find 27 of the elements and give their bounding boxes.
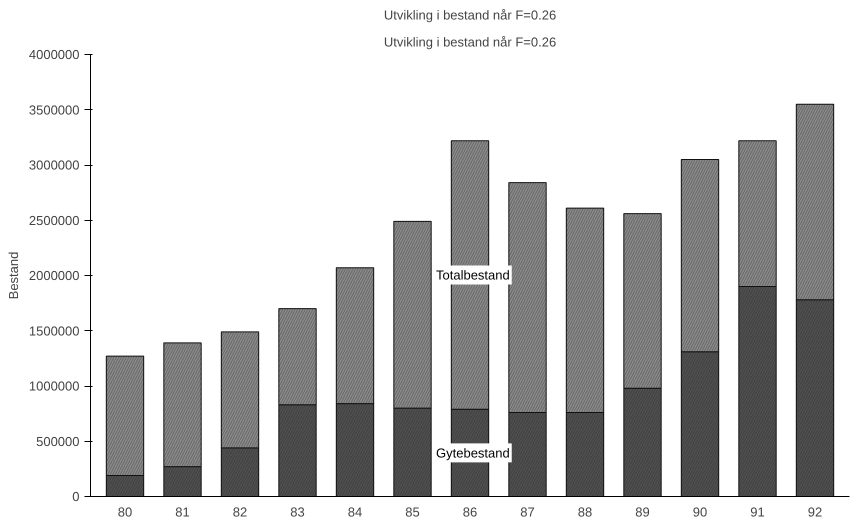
x-tick-label: 80 bbox=[118, 504, 132, 519]
y-tick-label: 3500000 bbox=[28, 102, 80, 118]
y-tick-label: 3000000 bbox=[28, 158, 80, 172]
x-tick-label: 92 bbox=[808, 504, 822, 519]
y-tick-label: 0 bbox=[72, 489, 80, 504]
x-tick-label: 87 bbox=[520, 504, 535, 519]
x-tick-label: 81 bbox=[175, 504, 190, 519]
y-tick-label: 4000000 bbox=[28, 47, 80, 62]
x-tick-label: 83 bbox=[290, 504, 305, 519]
y-tick-label: 1500000 bbox=[28, 323, 80, 338]
chart-subtitle: Utvikling i bestand når F=0.26 bbox=[384, 34, 556, 50]
y-tick-label: 1000000 bbox=[28, 378, 80, 394]
x-tick-label: 89 bbox=[635, 504, 650, 519]
chart-title: Utvikling i bestand når F=0.26 bbox=[384, 8, 556, 22]
x-tick-label: 82 bbox=[232, 504, 248, 519]
x-tick-label: 90 bbox=[692, 504, 708, 519]
y-tick-label: 2500000 bbox=[28, 212, 80, 228]
series-label: Gytebestand bbox=[436, 445, 510, 460]
x-tick-label: 91 bbox=[750, 504, 765, 519]
y-tick-label: 500000 bbox=[36, 434, 80, 449]
x-tick-label: 86 bbox=[462, 504, 478, 519]
x-tick-label: 88 bbox=[578, 504, 592, 519]
x-tick-label: 84 bbox=[348, 504, 362, 519]
x-tick-label: 85 bbox=[405, 504, 420, 519]
y-axis-title: Bestand bbox=[6, 252, 21, 300]
y-tick-label: 2000000 bbox=[28, 268, 80, 283]
series-label: Totalbestand bbox=[436, 267, 510, 282]
